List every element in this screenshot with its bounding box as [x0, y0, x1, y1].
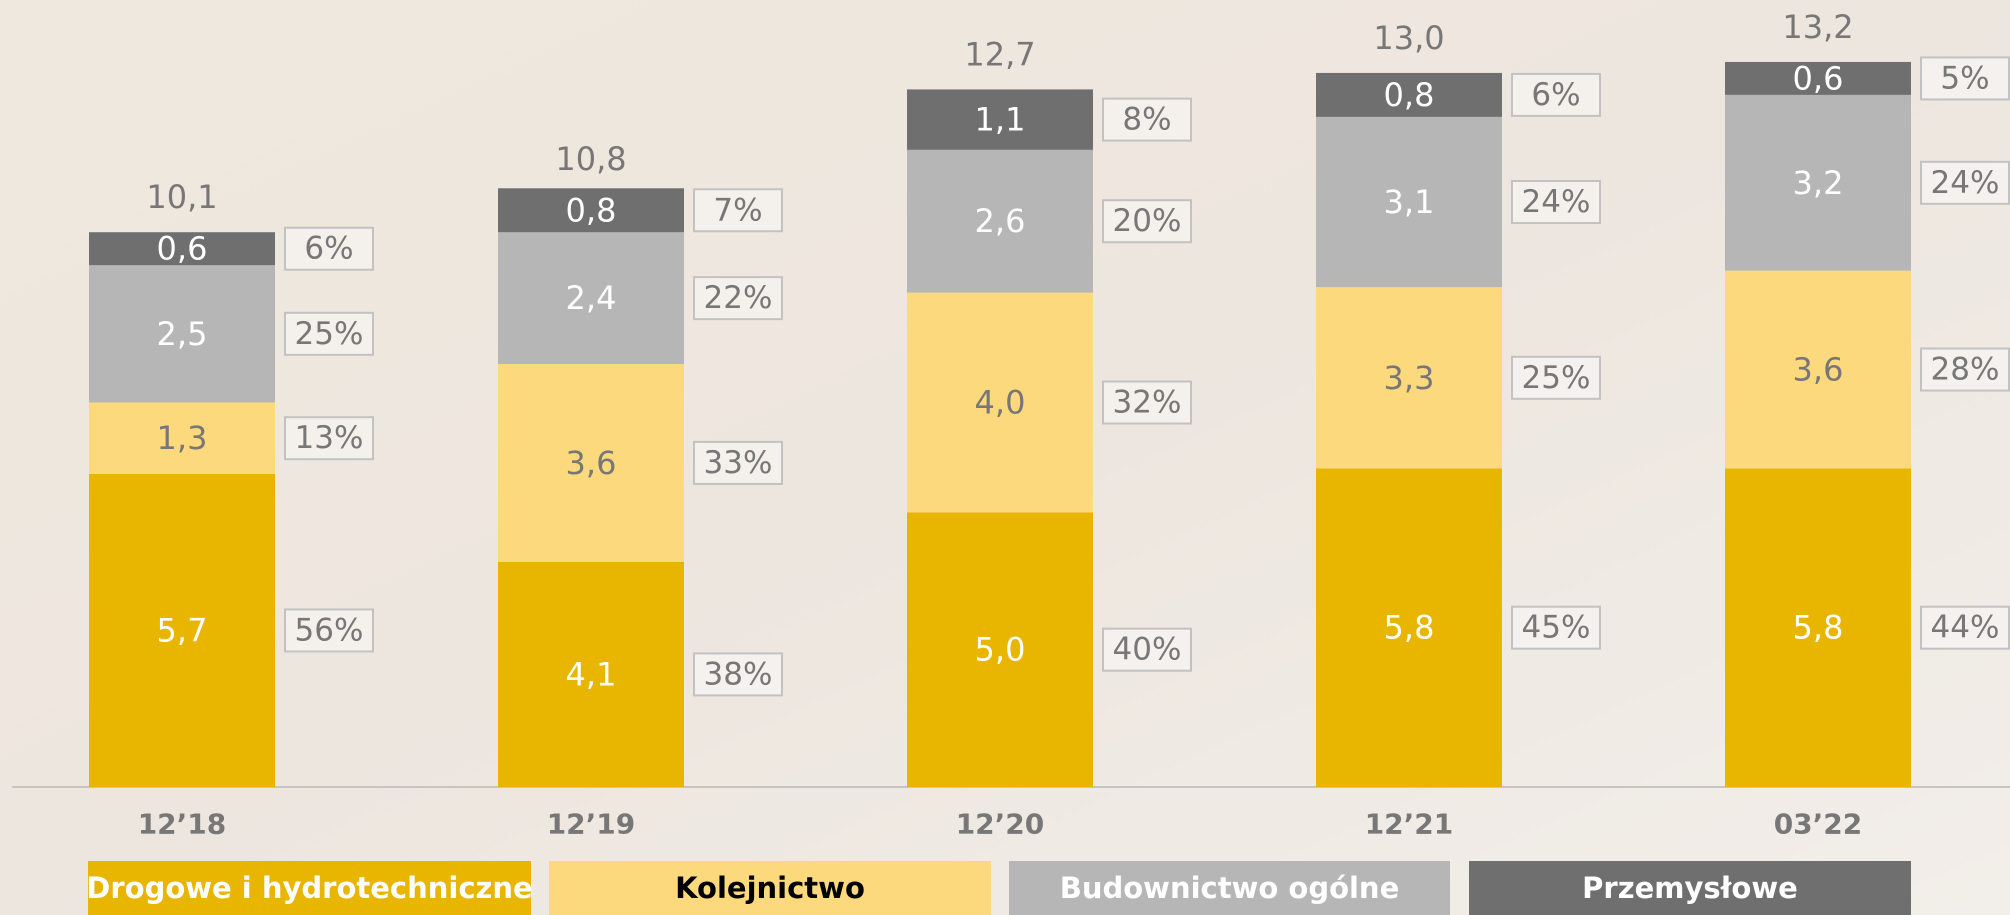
bar-segment: [498, 364, 684, 562]
share-label: 20%: [1113, 203, 1182, 239]
share-box: [284, 608, 374, 653]
share-box: [1102, 199, 1192, 244]
share-label: 40%: [1113, 632, 1182, 668]
legend-swatch: [88, 861, 531, 915]
value-label: 1,1: [975, 101, 1026, 139]
share-box: [1511, 605, 1601, 650]
value-label: 2,4: [566, 279, 617, 317]
value-label: 3,1: [1384, 183, 1435, 221]
share-label: 25%: [295, 316, 364, 352]
total-label: 13,2: [1782, 8, 1853, 46]
share-label: 44%: [1931, 610, 2000, 646]
x-tick-label: 12’20: [956, 808, 1045, 841]
share-label: 28%: [1931, 352, 2000, 388]
legend-label: Przemysłowe: [1582, 871, 1798, 905]
bar-segment: [1316, 468, 1502, 787]
bar-segment: [498, 232, 684, 365]
legend-label: Drogowe i hydrotechniczne: [86, 871, 532, 905]
bar-segment: [498, 561, 684, 787]
value-label: 5,8: [1384, 609, 1435, 647]
bar-segment: [907, 149, 1093, 293]
value-label: 0,8: [1384, 76, 1435, 114]
value-label: 3,3: [1384, 359, 1435, 397]
share-box: [1511, 355, 1601, 400]
x-tick-label: 03’22: [1774, 808, 1863, 841]
value-label: 0,6: [157, 230, 208, 268]
value-label: 4,0: [975, 384, 1026, 422]
bar-segment: [89, 402, 275, 474]
bar-segment: [907, 512, 1093, 787]
value-label: 3,6: [1793, 351, 1844, 389]
value-label: 5,0: [975, 631, 1026, 669]
share-box: [1920, 347, 2010, 392]
share-box: [693, 652, 783, 697]
share-box: [1511, 72, 1601, 117]
total-label: 10,1: [146, 178, 217, 216]
total-label: 12,7: [964, 35, 1035, 73]
legend-swatch: [1009, 861, 1450, 915]
x-tick-label: 12’19: [547, 808, 636, 841]
value-label: 3,6: [566, 444, 617, 482]
value-label: 3,2: [1793, 164, 1844, 202]
share-label: 56%: [295, 612, 364, 648]
share-label: 32%: [1113, 385, 1182, 421]
share-label: 22%: [704, 280, 773, 316]
x-tick-label: 12’18: [138, 808, 227, 841]
share-label: 5%: [1940, 60, 1989, 96]
bar-segment: [907, 292, 1093, 513]
legend-label: Kolejnictwo: [675, 871, 865, 905]
share-label: 6%: [304, 231, 353, 267]
bar-segment: [907, 89, 1093, 150]
share-box: [284, 226, 374, 271]
share-box: [693, 276, 783, 321]
share-box: [1102, 380, 1192, 425]
share-label: 38%: [704, 656, 773, 692]
share-box: [1102, 627, 1192, 672]
legend-swatch: [1469, 861, 1911, 915]
share-box: [1920, 56, 2010, 101]
bar-segment: [1725, 94, 1911, 271]
share-label: 24%: [1931, 165, 2000, 201]
value-label: 1,3: [157, 419, 208, 457]
value-label: 2,6: [975, 202, 1026, 240]
share-box: [1102, 97, 1192, 142]
bar-segment: [1316, 116, 1502, 288]
share-label: 45%: [1522, 610, 1591, 646]
share-label: 6%: [1531, 77, 1580, 113]
bar-segment: [1725, 468, 1911, 787]
x-tick-label: 12’21: [1365, 808, 1454, 841]
share-box: [284, 311, 374, 356]
value-label: 0,8: [566, 191, 617, 229]
share-label: 33%: [704, 445, 773, 481]
value-label: 5,7: [157, 611, 208, 649]
bar-segment: [1316, 72, 1502, 117]
legend-swatch: [549, 861, 991, 915]
value-label: 5,8: [1793, 609, 1844, 647]
share-label: 25%: [1522, 360, 1591, 396]
share-label: 8%: [1122, 102, 1171, 138]
value-label: 4,1: [566, 655, 617, 693]
bar-segment: [89, 232, 275, 266]
value-label: 2,5: [157, 315, 208, 353]
total-label: 10,8: [555, 140, 626, 178]
share-box: [284, 416, 374, 461]
bar-segment: [89, 265, 275, 403]
share-box: [1511, 180, 1601, 225]
share-box: [1920, 160, 2010, 205]
total-label: 13,0: [1373, 19, 1444, 57]
share-box: [693, 188, 783, 233]
legend-label: Budownictwo ogólne: [1060, 871, 1400, 905]
share-label: 24%: [1522, 184, 1591, 220]
bar-segment: [1725, 270, 1911, 469]
bar-segment: [498, 188, 684, 233]
share-box: [693, 440, 783, 485]
bar-segment: [89, 473, 275, 787]
share-label: 13%: [295, 420, 364, 456]
value-label: 0,6: [1793, 59, 1844, 97]
share-box: [1920, 605, 2010, 650]
bar-segment: [1725, 61, 1911, 95]
share-label: 7%: [713, 192, 762, 228]
bar-segment: [1316, 287, 1502, 469]
